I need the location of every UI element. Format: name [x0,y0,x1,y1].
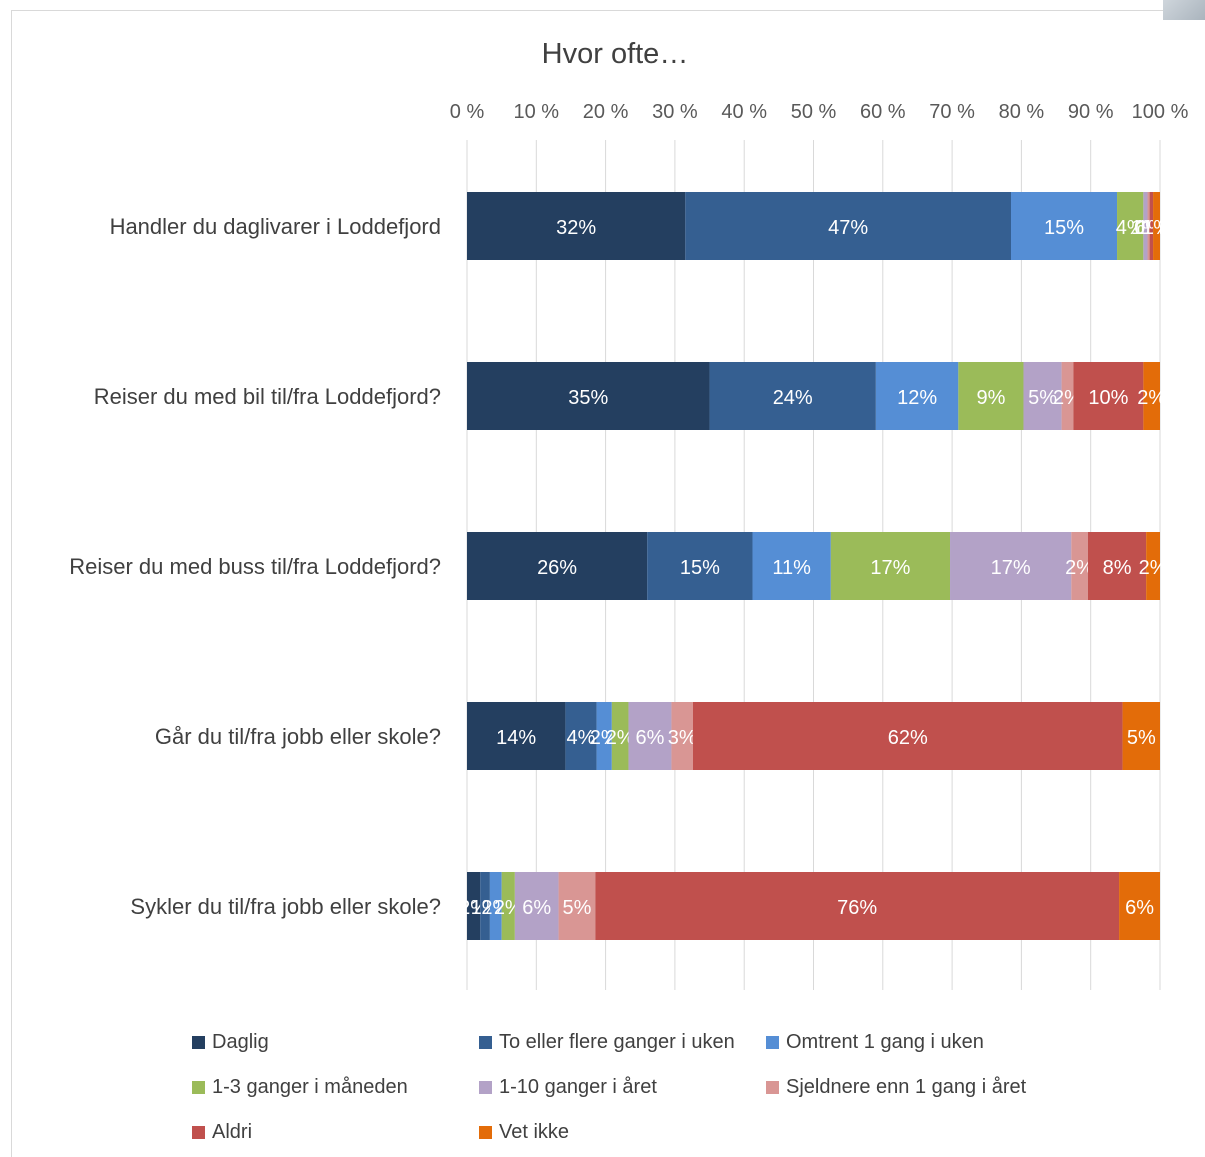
bar-segment [558,872,596,940]
category-label: Går du til/fra jobb eller skole? [155,724,441,749]
data-label: 15% [1044,217,1084,239]
bar-segment [1147,192,1150,260]
bar-segment [692,702,1123,770]
bar-segment [1153,192,1160,260]
x-tick-label: 100 % [1132,101,1189,123]
data-label: 17% [870,557,910,579]
corner-decoration [1163,0,1205,20]
data-label: 12% [897,387,937,409]
data-label: 6% [522,897,551,919]
category-label: Sykler du til/fra jobb eller skole? [130,894,441,919]
x-tick-label: 30 % [652,101,698,123]
bar-segment [514,872,559,940]
data-label: 4% [567,727,596,749]
bar-segment [467,192,686,260]
data-label: 35% [568,387,608,409]
bar-segment [1122,702,1160,770]
x-tick-label: 60 % [860,101,906,123]
bar-segment [1023,362,1062,430]
data-label: 3% [668,727,697,749]
bar-segment [1143,362,1160,430]
data-label: 2% [1139,557,1168,579]
category-label: Reiser du med bil til/fra Loddefjord? [94,384,441,409]
data-label: 5% [562,897,591,919]
bar-segment [1073,362,1144,430]
bar-segment [480,872,490,940]
bar-segment [1011,192,1118,260]
data-label: 5% [1127,727,1156,749]
bar-segment [611,702,629,770]
category-label: Reiser du med buss til/fra Loddefjord? [69,554,441,579]
data-label: 1% [1142,217,1171,239]
bar-segment [467,702,566,770]
data-label: 11% [772,557,811,579]
bar-segment [628,702,672,770]
bar-segment [1146,532,1160,600]
data-label: 15% [680,557,720,579]
bar-segment [671,702,693,770]
bar-segment [1117,192,1144,260]
x-tick-label: 40 % [721,101,767,123]
data-label: 2% [606,727,635,749]
bar-segment [685,192,1012,260]
data-label: 10% [1088,387,1128,409]
bar-segment [709,362,876,430]
data-label: 32% [556,217,596,239]
bar-segment [467,362,710,430]
bar-segment [875,362,959,430]
x-tick-label: 90 % [1068,101,1114,123]
bar-segment [1071,532,1088,600]
bar-segment [950,532,1072,600]
data-label: 17% [991,557,1031,579]
data-label: 6% [635,727,664,749]
bar-segment [595,872,1120,940]
data-label: 2% [1065,557,1094,579]
x-tick-label: 50 % [791,101,837,123]
data-label: 24% [773,387,813,409]
bar-segment [752,532,831,600]
bar-segment [958,362,1024,430]
data-label: 4% [1116,217,1145,239]
data-label: 62% [888,727,928,749]
bar-segment [1087,532,1147,600]
x-tick-label: 0 % [450,101,485,123]
data-label: 6% [1125,897,1154,919]
category-label: Handler du daglivarer i Loddefjord [110,214,441,239]
x-tick-label: 10 % [514,101,560,123]
data-label: 47% [828,217,868,239]
bar-segment [647,532,753,600]
bar-segment [565,702,597,770]
data-label: 2% [1137,387,1166,409]
bar-segment [489,872,502,940]
bar-segment [501,872,515,940]
bar-segment [1119,872,1160,940]
x-tick-label: 80 % [999,101,1045,123]
bar-segment [467,532,648,600]
bar-segment [467,872,481,940]
data-label: 8% [1103,557,1132,579]
data-label: 14% [496,727,536,749]
x-tick-label: 20 % [583,101,629,123]
data-label: 9% [976,387,1005,409]
data-label: 76% [837,897,877,919]
chart-title: Hvor ofte… [541,38,689,70]
data-label: 26% [537,557,577,579]
data-label: 5% [1028,387,1057,409]
bar-segment [1143,192,1148,260]
bar-segment [1061,362,1074,430]
chart-frame [11,10,1205,1157]
data-label: 2% [590,727,619,749]
bar-segment [1149,192,1154,260]
bar-segment [596,702,612,770]
bar-segment [830,532,951,600]
x-tick-label: 70 % [929,101,975,123]
